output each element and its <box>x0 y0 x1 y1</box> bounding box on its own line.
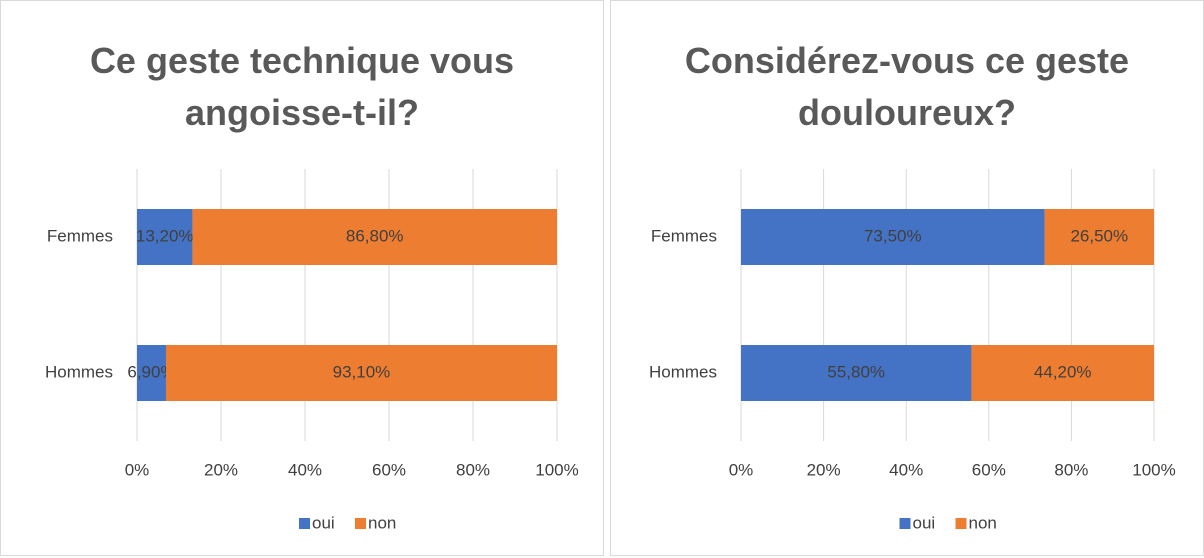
data-label: 93,10% <box>333 362 391 381</box>
y-tick-label: Hommes <box>45 362 113 381</box>
data-label: 6,90% <box>127 362 175 381</box>
x-tick-label: 80% <box>456 460 490 479</box>
x-tick-label: 0% <box>125 460 150 479</box>
legend-swatch <box>955 518 967 529</box>
chart-panel: Considérez-vous ce geste douloureux? 0% 2… <box>610 0 1204 556</box>
y-tick-label: Hommes <box>649 362 717 381</box>
bar-segment <box>165 345 558 401</box>
data-label: 86,80% <box>346 226 404 245</box>
y-tick-label: Femmes <box>651 226 717 245</box>
x-tick-label: 60% <box>372 460 406 479</box>
bar-segment <box>971 345 1154 401</box>
chart-panel: Ce geste technique vous angoisse-t-il? 0… <box>0 0 604 556</box>
chart: 0% 20% 40% 60% 80% 100% Femmes 73,50% 26,50% Homm… <box>649 169 1176 532</box>
bar-segment <box>137 209 193 265</box>
x-tick-label: 80% <box>1054 460 1088 479</box>
legend-label: oui <box>913 513 936 532</box>
y-tick-label: Femmes <box>47 226 113 245</box>
bar-segment <box>1044 209 1154 265</box>
legend-swatch <box>299 518 310 529</box>
chart-title: Considérez-vous ce geste douloureux? <box>684 40 1130 133</box>
bar-segment <box>741 209 1045 265</box>
legend-label: non <box>969 513 997 532</box>
x-tick-label: 100% <box>535 460 578 479</box>
data-label: 55,80% <box>827 362 885 381</box>
x-tick-label: 0% <box>729 460 754 479</box>
data-label: 13,20% <box>136 226 194 245</box>
data-label: 73,50% <box>864 226 922 245</box>
x-tick-label: 20% <box>204 460 238 479</box>
x-tick-label: 20% <box>807 460 841 479</box>
chart-title: Ce geste technique vous angoisse-t-il? <box>89 40 515 133</box>
data-label: 44,20% <box>1034 362 1092 381</box>
legend-swatch <box>899 518 911 529</box>
legend-swatch <box>355 518 366 529</box>
x-tick-label: 60% <box>972 460 1006 479</box>
bar-segment <box>192 209 557 265</box>
data-label: 26,50% <box>1070 226 1128 245</box>
legend-label: non <box>368 513 396 532</box>
bar-segment <box>741 345 972 401</box>
chart: 0% 20% 40% 60% 80% 100% Femmes 13,20% 86,80% Homm… <box>45 169 579 532</box>
x-tick-label: 40% <box>288 460 322 479</box>
legend-label: oui <box>312 513 335 532</box>
x-tick-label: 100% <box>1132 460 1175 479</box>
bar-segment <box>137 345 166 401</box>
x-tick-label: 40% <box>889 460 923 479</box>
